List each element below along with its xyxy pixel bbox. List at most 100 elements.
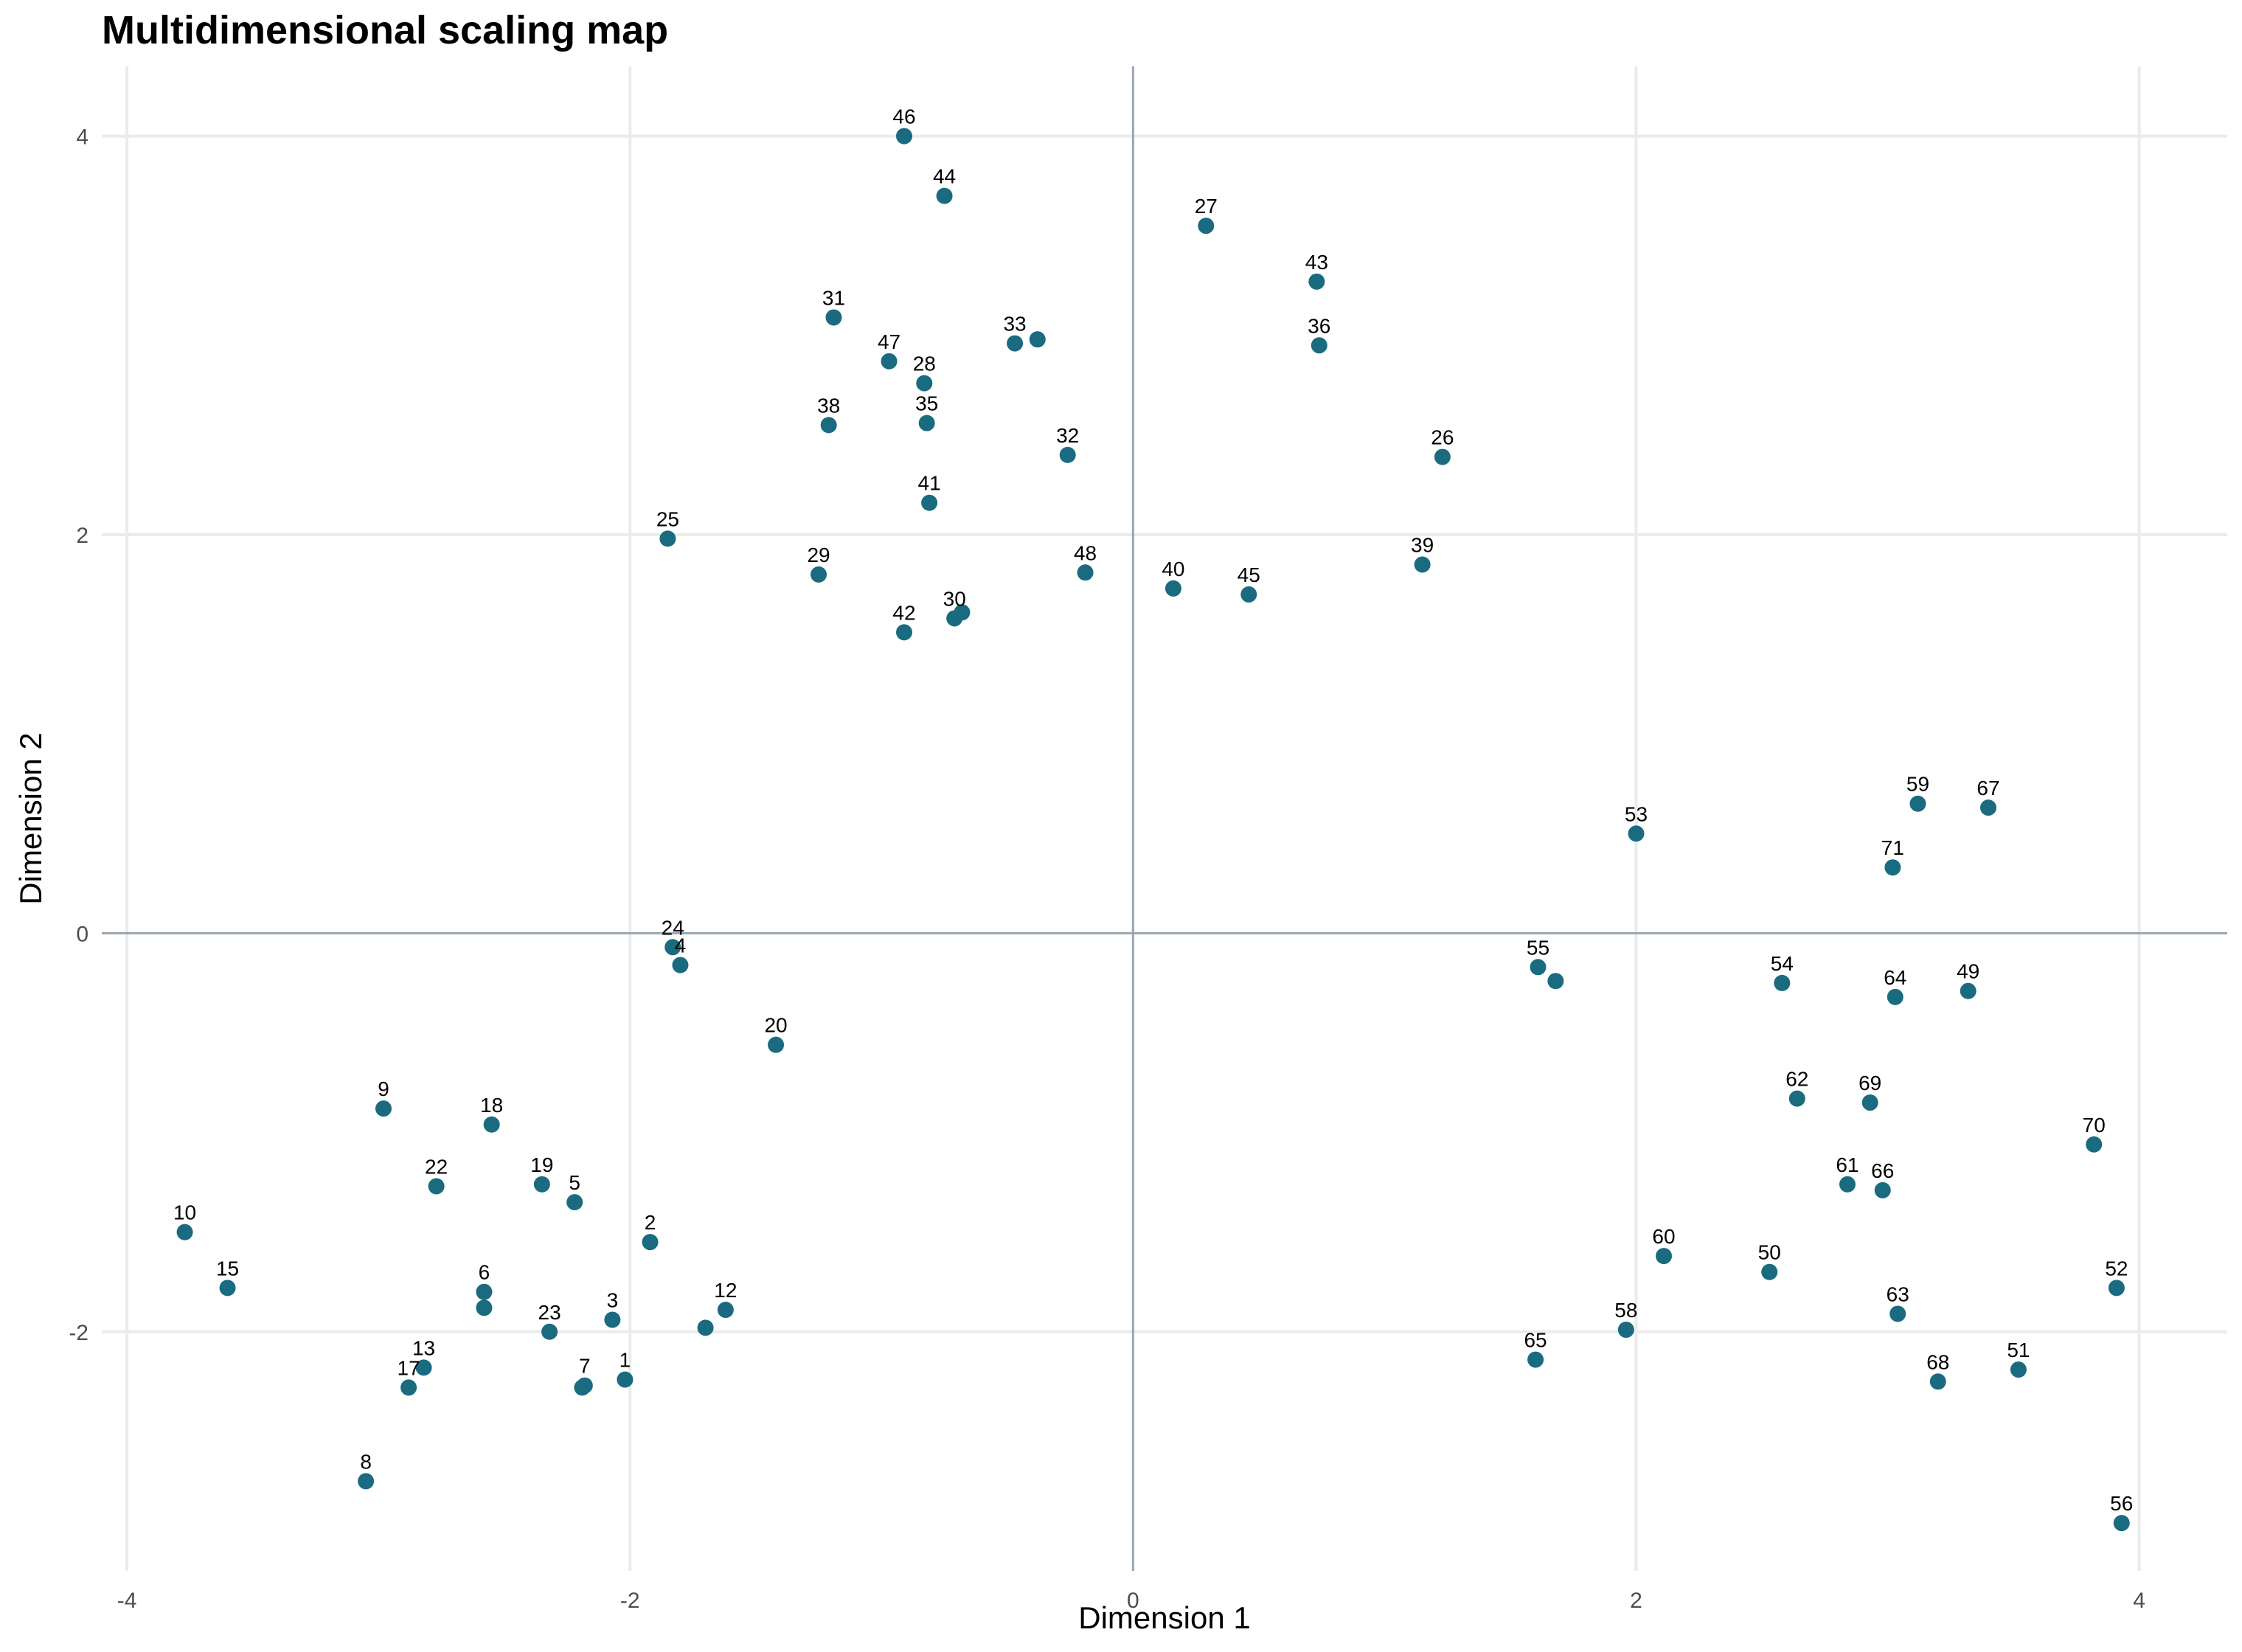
point-label-26: 26: [1431, 426, 1454, 449]
point-label-64: 64: [1884, 966, 1906, 989]
data-point-54: [1774, 974, 1791, 991]
point-label-69: 69: [1858, 1072, 1881, 1094]
point-label-66: 66: [1871, 1159, 1894, 1182]
x-tick-label: 2: [1630, 1589, 1642, 1613]
point-label-2: 2: [645, 1211, 656, 1234]
data-point-32: [1059, 446, 1076, 463]
data-point-20: [768, 1036, 785, 1053]
point-label-44: 44: [933, 165, 956, 188]
point-label-70: 70: [2083, 1114, 2106, 1136]
data-point-49: [1960, 982, 1977, 999]
data-point-17: [400, 1379, 417, 1396]
point-label-56: 56: [2110, 1492, 2133, 1515]
point-label-58: 58: [1614, 1299, 1637, 1322]
data-point-41: [921, 494, 938, 511]
y-tick-label: 4: [76, 125, 88, 150]
point-label-1: 1: [620, 1349, 631, 1372]
data-point-66: [1874, 1181, 1891, 1198]
point-label-63: 63: [1887, 1283, 1909, 1305]
x-axis-title: Dimension 1: [1078, 1600, 1250, 1635]
data-point-67: [1979, 799, 1996, 816]
point-label-9: 9: [378, 1077, 389, 1100]
point-label-3: 3: [607, 1289, 619, 1312]
y-axis-title: Dimension 2: [13, 732, 48, 904]
point-label-32: 32: [1056, 424, 1079, 447]
point-label-67: 67: [1977, 777, 1999, 799]
point-label-42: 42: [892, 601, 915, 624]
point-label-46: 46: [892, 105, 915, 128]
data-point-51: [2010, 1361, 2027, 1378]
data-point-26: [1434, 448, 1451, 465]
point-label-13: 13: [412, 1336, 435, 1359]
data-point-69: [1861, 1094, 1878, 1111]
point-label-38: 38: [817, 394, 840, 417]
y-tick-label: 0: [76, 922, 88, 946]
data-point-48: [1077, 564, 1094, 581]
data-point-40: [1165, 580, 1181, 597]
point-label-4: 4: [675, 934, 687, 957]
data-point-13: [415, 1359, 432, 1376]
point-label-12: 12: [714, 1279, 737, 1302]
data-point-4: [672, 957, 689, 974]
point-label-31: 31: [822, 286, 845, 309]
point-label-41: 41: [918, 472, 941, 495]
point-label-23: 23: [538, 1301, 561, 1324]
data-point-38: [820, 417, 837, 434]
data-point-42: [895, 624, 912, 641]
point-label-53: 53: [1625, 802, 1648, 825]
point-label-5: 5: [569, 1171, 580, 1194]
data-point-6: [476, 1283, 493, 1300]
point-label-65: 65: [1524, 1329, 1547, 1352]
point-label-60: 60: [1652, 1225, 1675, 1248]
data-point-68: [1929, 1373, 1946, 1390]
point-label-10: 10: [173, 1201, 196, 1224]
data-point-52: [2108, 1280, 2125, 1297]
data-point-33: [1007, 335, 1024, 352]
point-label-62: 62: [1785, 1068, 1808, 1091]
point-label-45: 45: [1238, 563, 1260, 586]
data-point-8: [358, 1473, 375, 1490]
data-point-61: [1839, 1176, 1856, 1193]
data-point-15: [219, 1280, 236, 1297]
data-point: [1547, 973, 1564, 990]
data-point-30: [946, 610, 963, 627]
point-label-25: 25: [656, 507, 679, 530]
data-point-64: [1887, 988, 1903, 1005]
data-point-23: [541, 1323, 558, 1340]
data-point-9: [375, 1100, 392, 1117]
data-point-31: [825, 309, 842, 326]
point-label-43: 43: [1305, 251, 1328, 274]
data-point-60: [1656, 1248, 1673, 1265]
data-point-12: [717, 1302, 734, 1319]
data-point-18: [483, 1116, 500, 1133]
data-point-22: [428, 1178, 445, 1195]
data-point-39: [1414, 556, 1431, 573]
point-label-36: 36: [1308, 314, 1330, 337]
data-point-59: [1909, 795, 1926, 812]
data-point-50: [1761, 1263, 1778, 1280]
point-label-39: 39: [1411, 533, 1434, 556]
point-label-17: 17: [398, 1356, 420, 1379]
point-label-29: 29: [807, 544, 830, 566]
data-point-25: [659, 530, 676, 547]
data-point-35: [918, 414, 935, 431]
point-label-19: 19: [530, 1153, 553, 1176]
data-point: [1029, 331, 1046, 348]
point-label-50: 50: [1758, 1241, 1781, 1264]
data-points: [176, 128, 2130, 1532]
data-point-58: [1617, 1322, 1634, 1339]
point-label-18: 18: [480, 1094, 503, 1117]
point-label-35: 35: [915, 392, 938, 415]
point-label-52: 52: [2105, 1257, 2128, 1280]
data-point-7: [576, 1377, 593, 1394]
data-point-24: [664, 939, 681, 956]
point-label-71: 71: [1881, 836, 1904, 859]
data-point-43: [1308, 273, 1325, 290]
data-point-5: [566, 1194, 583, 1211]
data-point-46: [895, 128, 912, 145]
y-tick-label: -2: [69, 1321, 88, 1345]
point-labels: 1234567891012131517181920222324252627282…: [173, 105, 2133, 1516]
data-point-1: [617, 1371, 634, 1388]
data-point-45: [1240, 586, 1257, 603]
